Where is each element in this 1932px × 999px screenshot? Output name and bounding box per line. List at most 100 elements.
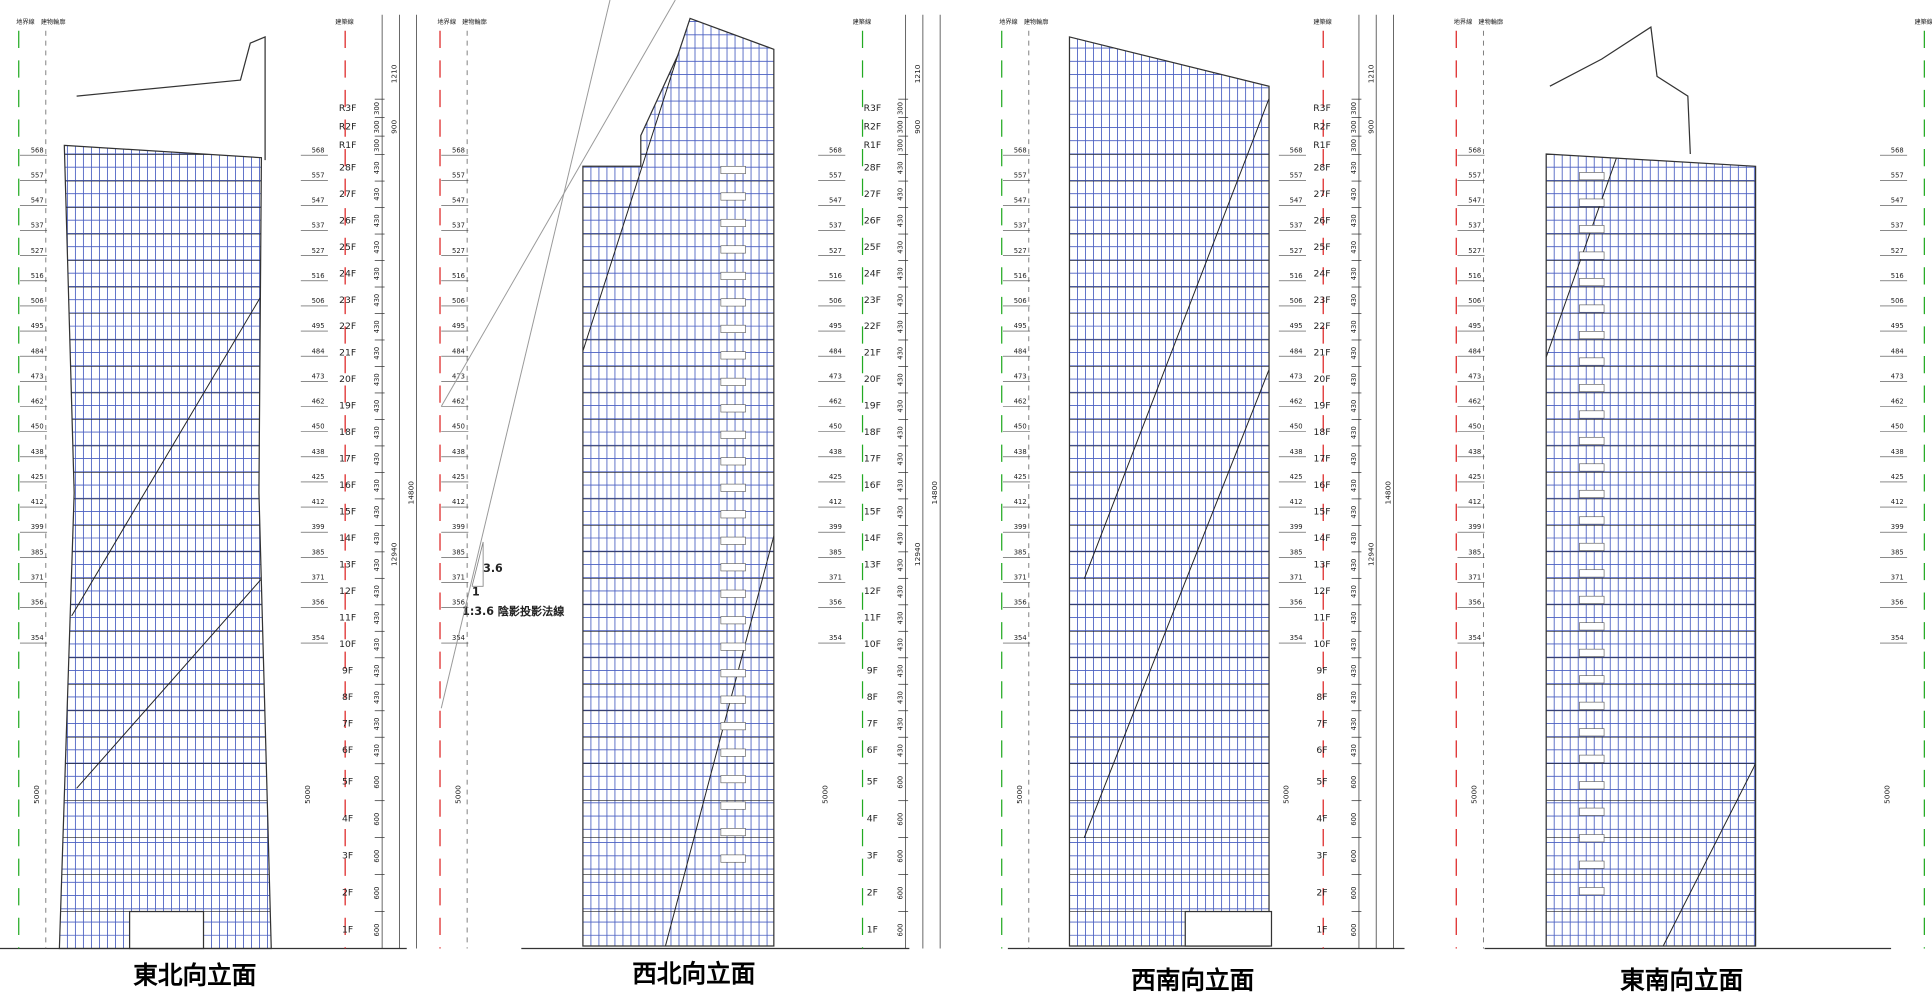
floor-dim: 430 bbox=[1350, 665, 1358, 678]
floor-dim: 600 bbox=[897, 887, 905, 900]
floor-label: 6F bbox=[342, 745, 353, 756]
level-label: 495 bbox=[829, 322, 842, 330]
floor-dim: 430 bbox=[373, 612, 381, 625]
floor-label: 10F bbox=[1313, 639, 1330, 650]
elevation: 地界線 建物輪廓 建築線 568 568 557 557 547 547 537 537 527 527… bbox=[1454, 18, 1932, 950]
floor-label: 28F bbox=[864, 162, 881, 173]
panel bbox=[1579, 754, 1605, 763]
level-label: 506 bbox=[452, 297, 465, 305]
level-label: 412 bbox=[1290, 498, 1303, 506]
floor-label: R3F bbox=[339, 103, 357, 114]
floor-dim: 430 bbox=[1350, 638, 1358, 651]
floor-dim: 300 bbox=[373, 139, 381, 152]
level-label: 462 bbox=[1468, 398, 1481, 406]
level-label: 450 bbox=[1290, 423, 1303, 431]
panel bbox=[1579, 622, 1605, 631]
header-label: 建築線 bbox=[1313, 18, 1331, 26]
level-label: 354 bbox=[829, 634, 842, 642]
floor-dim: 430 bbox=[897, 744, 905, 757]
level-label: 371 bbox=[1468, 573, 1481, 581]
level-label: 557 bbox=[31, 171, 44, 179]
level-label: 438 bbox=[31, 448, 44, 456]
level-label: 484 bbox=[1014, 347, 1027, 355]
floor-label: 1F bbox=[342, 925, 353, 936]
level-label: 412 bbox=[1891, 498, 1904, 506]
floor-label: 11F bbox=[339, 613, 356, 624]
level-label: 506 bbox=[1290, 297, 1303, 305]
floor-label: 16F bbox=[1313, 480, 1330, 491]
level-label: 568 bbox=[1468, 146, 1481, 154]
diagonal bbox=[664, 535, 774, 947]
level-label: 527 bbox=[1290, 247, 1303, 255]
floor-dim: 600 bbox=[897, 850, 905, 863]
level-label: 356 bbox=[1290, 599, 1303, 607]
floor-label: 12F bbox=[1313, 586, 1330, 597]
level-label: 450 bbox=[452, 423, 465, 431]
caption: 東北向立面 bbox=[133, 960, 256, 989]
level-label: 385 bbox=[452, 548, 465, 556]
level-label: 568 bbox=[829, 146, 842, 154]
level-label: 537 bbox=[1014, 222, 1027, 230]
level-label: 354 bbox=[452, 634, 465, 642]
floor-label: R3F bbox=[864, 103, 882, 114]
floor-dim: 600 bbox=[373, 887, 381, 900]
floor-dim: 430 bbox=[373, 320, 381, 333]
level-label: 438 bbox=[1290, 448, 1303, 456]
header-label: 建築線 bbox=[853, 18, 871, 26]
panel bbox=[1579, 198, 1605, 207]
floor-dim: 430 bbox=[897, 559, 905, 572]
floor-dim: 600 bbox=[897, 776, 905, 789]
level-label: 506 bbox=[312, 297, 325, 305]
level-label: 537 bbox=[1468, 222, 1481, 230]
floor-label: 7F bbox=[1316, 718, 1327, 729]
floor-label: 5F bbox=[867, 777, 878, 788]
header-label: 地界線 bbox=[438, 18, 456, 26]
level-label: 557 bbox=[1891, 171, 1904, 179]
level-label: 527 bbox=[829, 247, 842, 255]
floor-label: 19F bbox=[1313, 401, 1330, 412]
floor-dim: 430 bbox=[1350, 241, 1358, 254]
floor-dim: 430 bbox=[897, 612, 905, 625]
panel bbox=[720, 377, 746, 386]
level-label: 371 bbox=[1014, 573, 1027, 581]
level-label: 537 bbox=[312, 222, 325, 230]
lobby bbox=[128, 910, 205, 950]
floor-label: 18F bbox=[1313, 427, 1330, 438]
panel bbox=[720, 245, 746, 254]
level-label: 412 bbox=[1014, 498, 1027, 506]
penthouse bbox=[1549, 26, 1691, 155]
level-label: 462 bbox=[1014, 398, 1027, 406]
ratio-label: 1 bbox=[472, 586, 480, 599]
panel bbox=[720, 828, 746, 837]
shadow-line bbox=[440, 0, 611, 709]
level-label: 568 bbox=[452, 146, 465, 154]
level-label: 385 bbox=[829, 548, 842, 556]
panel bbox=[1579, 542, 1605, 551]
floor-dim: 600 bbox=[373, 813, 381, 826]
level-label: 557 bbox=[829, 171, 842, 179]
floor-dim: 430 bbox=[1350, 188, 1358, 201]
floor-dim: 430 bbox=[897, 294, 905, 307]
floor-label: R2F bbox=[339, 121, 357, 132]
floor-label: 10F bbox=[339, 639, 356, 650]
level-label: 356 bbox=[312, 599, 325, 607]
floor-dim: 430 bbox=[1350, 347, 1358, 360]
level-label: 516 bbox=[31, 272, 44, 280]
panel bbox=[720, 589, 746, 598]
panel bbox=[720, 616, 746, 625]
header-label: 建築線 bbox=[335, 18, 353, 26]
level-label: 450 bbox=[31, 423, 44, 431]
floor-dim: 430 bbox=[897, 347, 905, 360]
floor-label: 13F bbox=[864, 560, 881, 571]
panel bbox=[720, 563, 746, 572]
total-dim: 14800 bbox=[1384, 481, 1393, 505]
floor-dim: 430 bbox=[1350, 479, 1358, 492]
diagonal bbox=[1083, 369, 1270, 838]
level-label: 527 bbox=[452, 247, 465, 255]
base-dim: 5000 bbox=[453, 785, 462, 804]
floor-dim: 430 bbox=[1350, 161, 1358, 174]
floor-label: 23F bbox=[339, 295, 356, 306]
level-label: 356 bbox=[1468, 599, 1481, 607]
roof-dim: 1210 bbox=[389, 64, 398, 83]
